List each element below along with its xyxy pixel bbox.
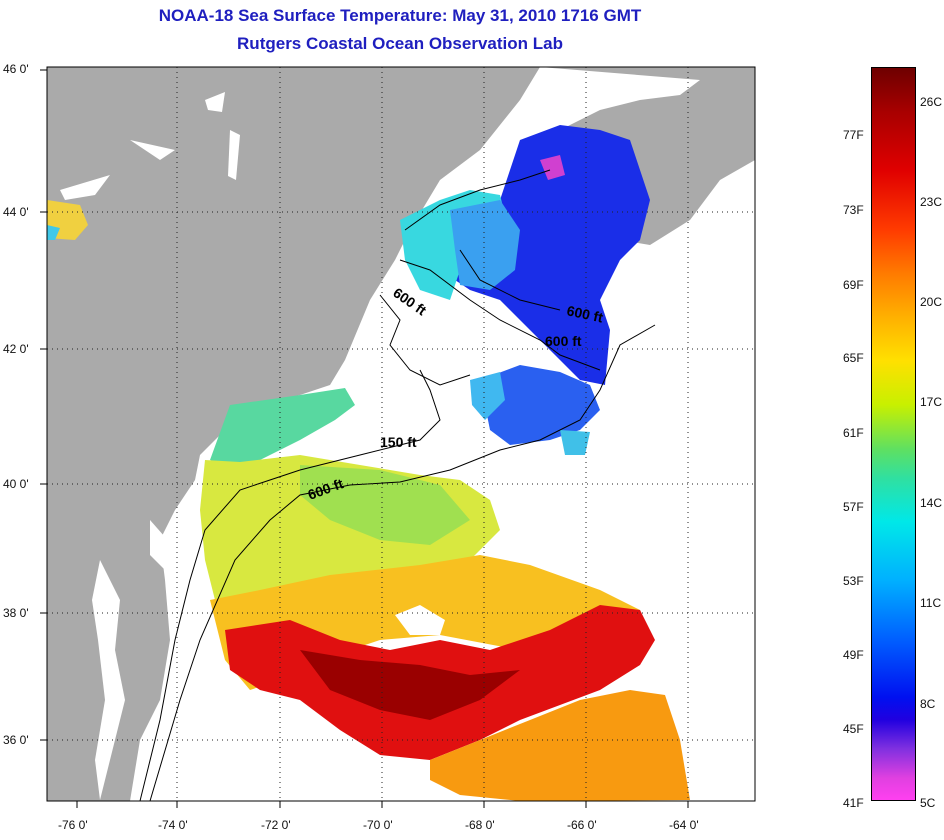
colorbar-c-label: 23C <box>920 195 943 209</box>
lat-label: 38 0' <box>3 606 29 620</box>
colorbar-f-label: 49F <box>843 648 864 662</box>
lon-label: -72 0' <box>261 818 291 832</box>
lon-label: -70 0' <box>363 818 393 832</box>
lat-label: 40 0' <box>3 477 29 491</box>
lake-1 <box>205 92 225 112</box>
lon-label: -76 0' <box>58 818 88 832</box>
sst-mab-green <box>300 465 470 545</box>
land-nova-scotia <box>540 67 755 245</box>
contour-600ft-south <box>149 324 656 801</box>
sst-gulf-maine-mid <box>450 200 520 290</box>
colorbar-c-label: 26C <box>920 95 943 109</box>
lat-label: 42 0' <box>3 342 29 356</box>
contour-label-600-c: 600 ft <box>545 333 582 349</box>
map-border <box>46 66 756 802</box>
contour-150ft <box>139 369 441 801</box>
sst-sne-shelf <box>210 388 355 470</box>
colorbar-c-label: 14C <box>920 496 943 510</box>
lat-label: 46 0' <box>3 62 29 76</box>
lake-3 <box>60 175 110 200</box>
colorbar-c-label: 17C <box>920 395 943 409</box>
land-mainland <box>47 67 540 801</box>
lon-label: -64 0' <box>669 818 699 832</box>
colorbar-f-label: 61F <box>843 426 864 440</box>
lake-sst-patch-2 <box>47 225 60 240</box>
colorbar-f-label: 77F <box>843 128 864 142</box>
colorbar-f-label: 45F <box>843 722 864 736</box>
contour-label-600-b: 600 ft <box>565 302 604 325</box>
lat-label: 44 0' <box>3 205 29 219</box>
colorbar-f-label: 53F <box>843 574 864 588</box>
lon-label: -68 0' <box>465 818 495 832</box>
sst-sargasso <box>430 690 690 801</box>
contour-label-150: 150 ft <box>380 434 417 450</box>
delaware-bay <box>150 520 172 570</box>
lake-4 <box>130 140 175 160</box>
axis-ticks <box>40 69 689 808</box>
sst-georges-cyan <box>470 372 505 420</box>
sst-gulf-stream-core <box>300 650 520 720</box>
colorbar-c-label: 8C <box>920 697 936 711</box>
colorbar-f-label: 65F <box>843 351 864 365</box>
lon-label: -74 0' <box>158 818 188 832</box>
lake-2 <box>228 130 240 180</box>
lat-label: 36 0' <box>3 733 29 747</box>
contour-gulf-maine <box>399 249 601 371</box>
temperature-colorbar <box>871 67 916 801</box>
colorbar-c-label: 5C <box>920 796 936 810</box>
chesapeake <box>92 560 125 800</box>
sst-georges-tail <box>560 430 590 455</box>
map-subtitle: Rutgers Coastal Ocean Observation Lab <box>237 34 563 53</box>
coastline-detail <box>379 169 551 386</box>
colorbar-c-label: 11C <box>920 596 942 610</box>
lon-label: -66 0' <box>567 818 597 832</box>
colorbar-c-label: 20C <box>920 295 943 309</box>
map-title: NOAA-18 Sea Surface Temperature: May 31,… <box>158 6 642 25</box>
colorbar-f-label: 41F <box>843 796 864 810</box>
graticule <box>47 67 755 801</box>
sst-gulf-maine-blue <box>455 125 650 385</box>
sst-magenta-spot <box>540 155 565 180</box>
colorbar-f-label: 57F <box>843 500 864 514</box>
colorbar-f-label: 69F <box>843 278 864 292</box>
colorbar-f-label: 73F <box>843 203 864 217</box>
